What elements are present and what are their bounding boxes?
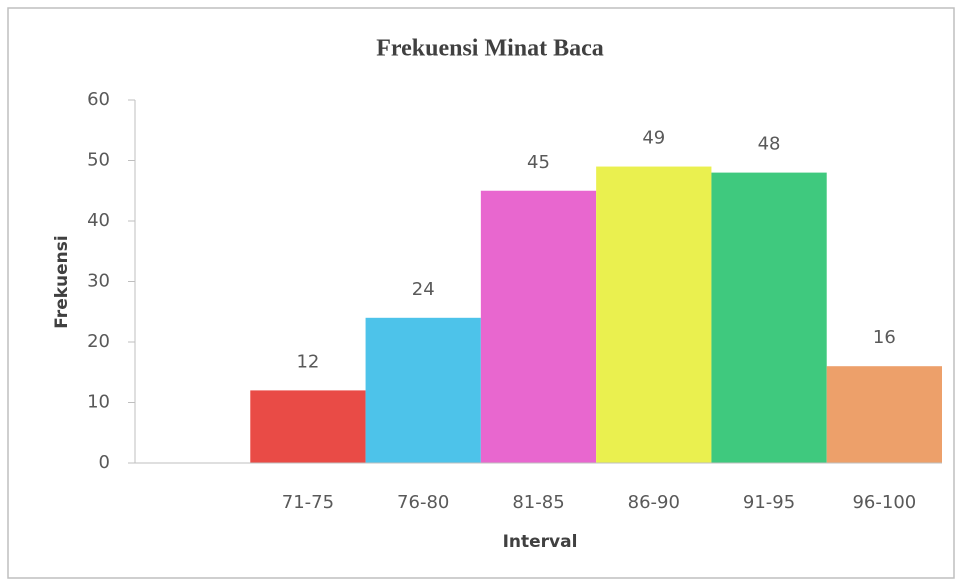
bar xyxy=(250,390,365,463)
bar xyxy=(596,167,711,463)
bar xyxy=(827,366,942,463)
bar xyxy=(366,318,481,463)
chart-title: Frekuensi Minat Baca xyxy=(376,36,604,62)
data-label: 12 xyxy=(296,351,319,372)
x-axis-title: Interval xyxy=(503,532,578,552)
y-tick-label: 50 xyxy=(87,150,110,171)
x-tick-label: 81-85 xyxy=(512,492,564,513)
chart: Frekuensi Minat Baca Interval Frekuensi … xyxy=(0,0,959,581)
x-tick-label: 76-80 xyxy=(397,492,449,513)
y-tick-label: 20 xyxy=(87,331,110,352)
bar xyxy=(711,173,826,463)
y-axis-title: Frekuensi xyxy=(52,235,72,328)
y-tick-label: 30 xyxy=(87,271,110,292)
data-label: 45 xyxy=(527,152,550,173)
data-label: 49 xyxy=(642,128,665,149)
x-tick-label: 71-75 xyxy=(282,492,334,513)
y-tick-label: 0 xyxy=(99,452,110,473)
y-tick-label: 60 xyxy=(87,89,110,110)
data-label: 24 xyxy=(412,279,435,300)
x-tick-label: 96-100 xyxy=(852,492,916,513)
bar xyxy=(481,191,596,463)
x-tick-label: 91-95 xyxy=(743,492,795,513)
data-label: 48 xyxy=(758,134,781,155)
x-tick-label: 86-90 xyxy=(628,492,680,513)
data-label: 16 xyxy=(873,327,896,348)
y-tick-label: 10 xyxy=(87,392,110,413)
y-tick-label: 40 xyxy=(87,210,110,231)
